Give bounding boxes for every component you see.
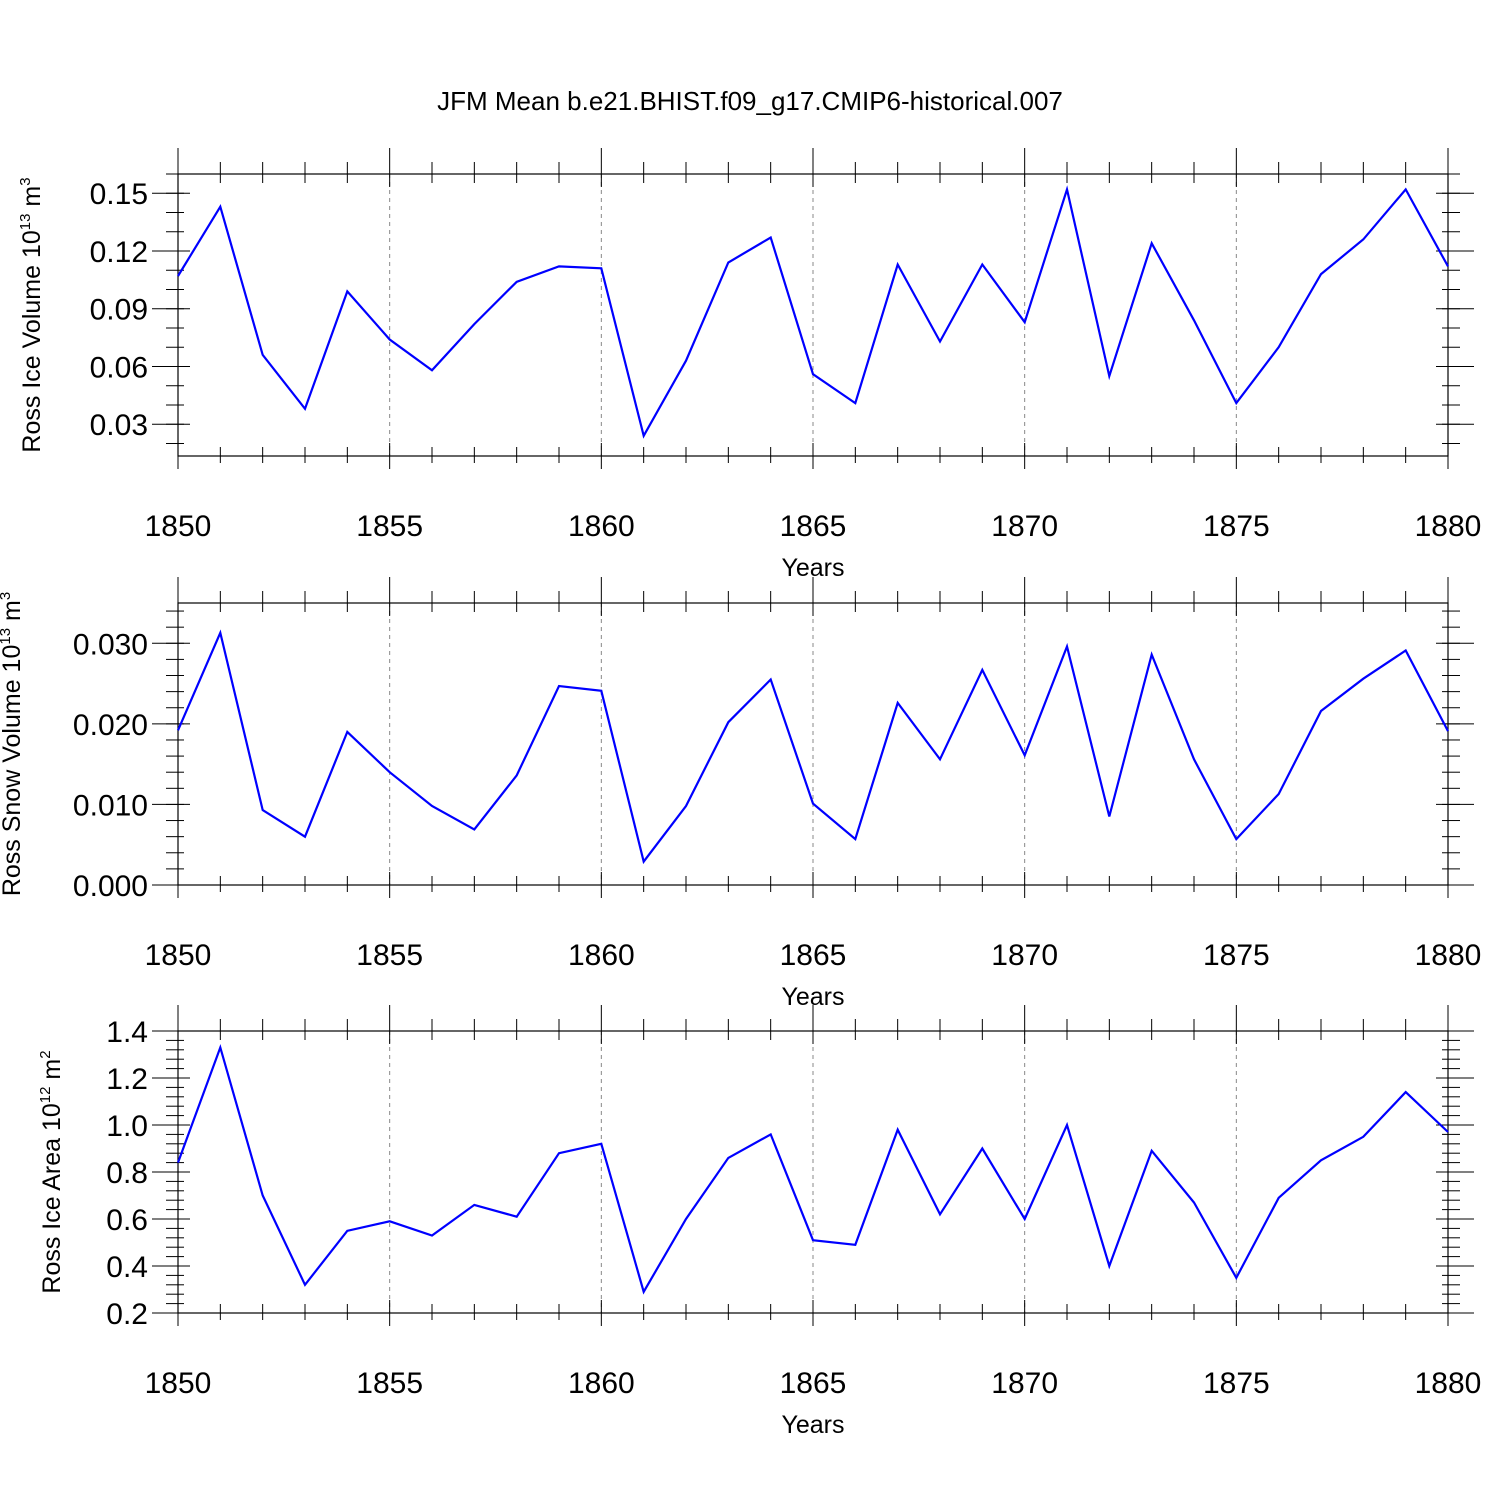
y-tick-label: 0.15 — [90, 178, 148, 211]
series-line-ross-ice-volume — [177, 185, 1449, 439]
x-tick-label: 1875 — [1203, 939, 1270, 972]
y-tick-label: 1.2 — [106, 1063, 148, 1096]
x-tick-label: 1855 — [356, 939, 423, 972]
y-axis-label: Ross Snow Volume 1013 m3 — [0, 592, 26, 896]
figure-title: JFM Mean b.e21.BHIST.f09_g17.CMIP6-histo… — [437, 86, 1063, 116]
x-tick-label: 1880 — [1415, 510, 1482, 543]
x-tick-label: 1875 — [1203, 1367, 1270, 1400]
x-tick-label: 1855 — [356, 1367, 423, 1400]
y-tick-label: 0.020 — [73, 709, 148, 742]
y-tick-label: 0.010 — [73, 789, 148, 822]
y-tick-label: 0.12 — [90, 236, 148, 269]
panel-ross-ice-area: 0.2 0.4 0.6 0.8 1.0 1.2 1.4 1850 1855 1860 1865 187… — [37, 1005, 1481, 1439]
series-line-ross-snow-volume — [176, 629, 1449, 865]
y-tick-label: 0.03 — [90, 409, 148, 442]
panel-ross-snow-volume: 0.000 0.010 0.020 0.030 1850 1855 1860 1865 1870… — [0, 577, 1481, 1011]
y-axis-label: Ross Ice Area 1012 m2 — [37, 1050, 66, 1293]
panel-ross-ice-volume: 0.03 0.06 0.09 0.12 0.15 1850 1855 1860 1865 1870… — [17, 148, 1481, 582]
y-tick-label: 0.2 — [106, 1298, 148, 1331]
y-axis-label: Ross Ice Volume 1013 m3 — [17, 177, 46, 452]
y-tick-label: 0.6 — [106, 1204, 148, 1237]
x-tick-label: 1880 — [1415, 1367, 1482, 1400]
y-tick-label: 0.09 — [90, 294, 148, 327]
x-tick-label: 1850 — [145, 939, 212, 972]
x-tick-label: 1865 — [780, 1367, 847, 1400]
x-tick-label: 1870 — [991, 939, 1058, 972]
x-tick-label: 1870 — [991, 510, 1058, 543]
x-tick-label: 1855 — [356, 510, 423, 543]
x-tick-label: 1875 — [1203, 510, 1270, 543]
y-tick-label: 0.030 — [73, 628, 148, 661]
y-tick-label: 0.4 — [106, 1251, 148, 1284]
x-axis-label: Years — [781, 1411, 844, 1439]
y-tick-label: 0.06 — [90, 351, 148, 384]
x-tick-label: 1880 — [1415, 939, 1482, 972]
x-tick-label: 1870 — [991, 1367, 1058, 1400]
x-tick-label: 1850 — [145, 510, 212, 543]
y-tick-label: 1.4 — [106, 1016, 148, 1049]
y-tick-label: 0.8 — [106, 1157, 148, 1190]
y-tick-label: 1.0 — [106, 1110, 148, 1143]
y-tick-label: 0.000 — [73, 870, 148, 903]
x-tick-label: 1860 — [568, 510, 635, 543]
x-tick-label: 1860 — [568, 939, 635, 972]
x-tick-label: 1860 — [568, 1367, 635, 1400]
x-tick-label: 1865 — [780, 939, 847, 972]
series-line-ross-ice-area — [176, 1043, 1449, 1295]
x-tick-label: 1865 — [780, 510, 847, 543]
x-tick-label: 1850 — [145, 1367, 212, 1400]
